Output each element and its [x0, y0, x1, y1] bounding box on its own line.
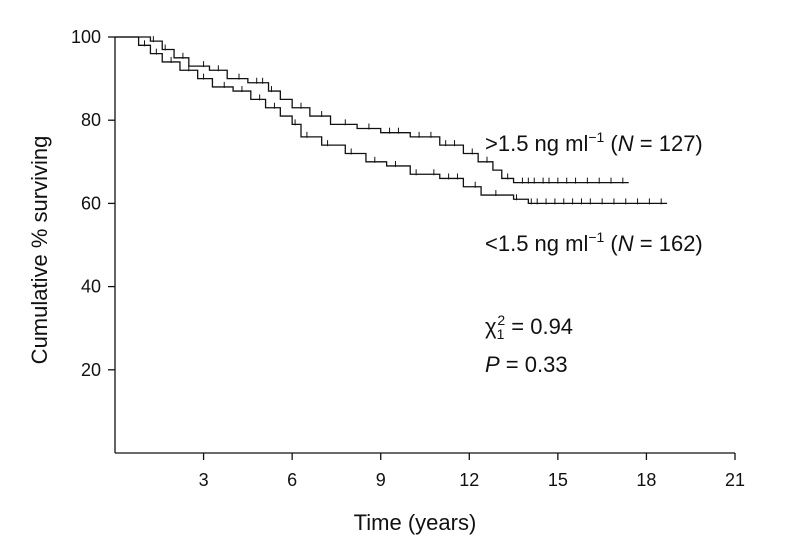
- x-tick-label: 18: [636, 470, 656, 490]
- y-tick-label: 100: [71, 27, 101, 47]
- series-high: [115, 36, 629, 184]
- series-layer: [115, 36, 668, 205]
- survival-curve: [115, 36, 668, 205]
- series-low: [115, 36, 668, 205]
- y-axis-title: Cumulative % surviving: [27, 136, 52, 365]
- x-tick-label: 6: [287, 470, 297, 490]
- survival-curve: [115, 36, 629, 184]
- series-label-high: >1.5 ng ml−1 (N = 127): [485, 129, 703, 156]
- series-label-low: <1.5 ng ml−1 (N = 162): [485, 229, 703, 256]
- y-tick-label: 80: [81, 110, 101, 130]
- x-axis-title: Time (years): [354, 510, 477, 535]
- y-tick-label: 20: [81, 360, 101, 380]
- chi-square-annotation: χ12 = 0.94: [485, 312, 574, 342]
- y-tick-label: 40: [81, 277, 101, 297]
- axes: 20 40 60 80 100 3 6 9 12 15 18 21 Time (years) Cumula…: [27, 27, 745, 535]
- x-tick-label: 15: [548, 470, 568, 490]
- x-tick-label: 9: [376, 470, 386, 490]
- x-tick-label: 21: [725, 470, 745, 490]
- x-tick-label: 12: [459, 470, 479, 490]
- p-value-annotation: P = 0.33: [485, 352, 568, 377]
- y-tick-label: 60: [81, 193, 101, 213]
- x-tick-label: 3: [199, 470, 209, 490]
